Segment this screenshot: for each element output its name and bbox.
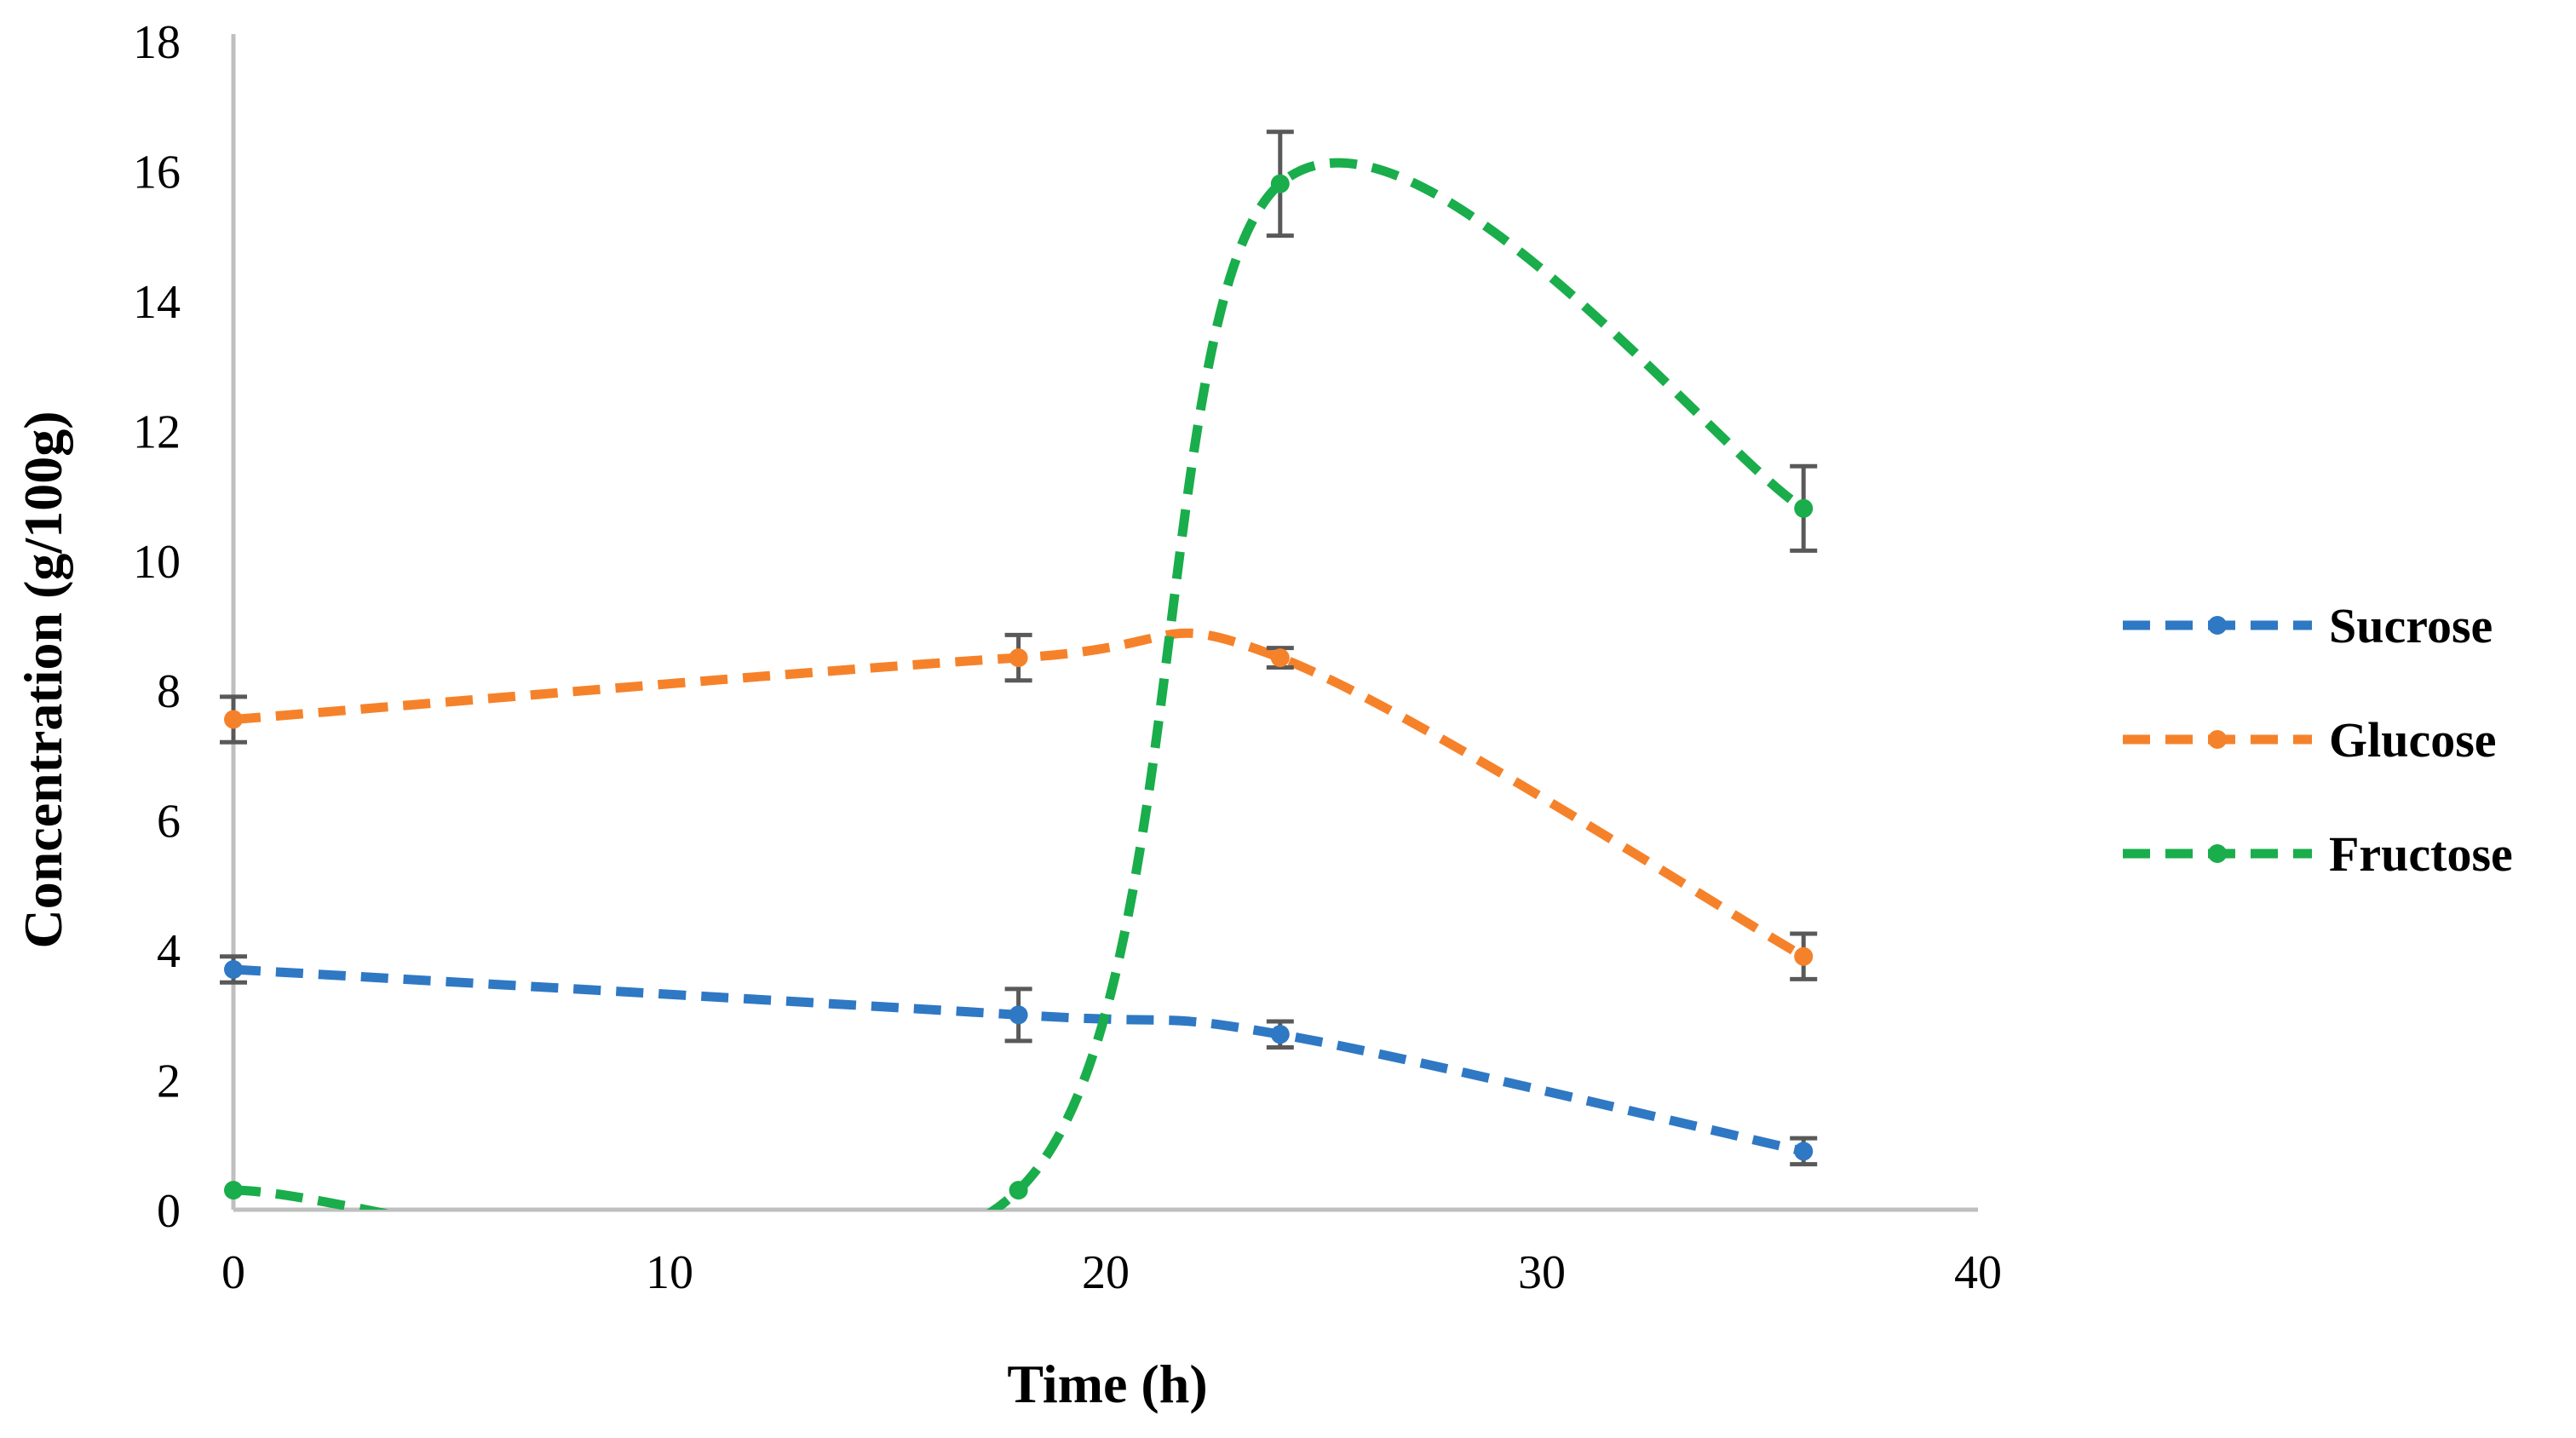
y-tick-label: 12 bbox=[133, 406, 181, 458]
x-tick-label: 0 bbox=[221, 1246, 245, 1299]
legend-label-glucose: Glucose bbox=[2329, 712, 2497, 768]
sucrose-point bbox=[1794, 1142, 1814, 1161]
y-tick-label: 4 bbox=[157, 925, 181, 978]
fructose-line bbox=[233, 158, 1807, 1210]
legend-item-sucrose: Sucrose bbox=[2123, 598, 2493, 653]
legend-label-sucrose: Sucrose bbox=[2329, 598, 2493, 653]
x-axis-title: Time (h) bbox=[1007, 1354, 1207, 1414]
fructose-point bbox=[1270, 174, 1290, 193]
y-tick-label: 2 bbox=[157, 1055, 181, 1108]
glucose-point bbox=[224, 710, 243, 729]
legend-item-glucose: Glucose bbox=[2123, 712, 2497, 768]
x-tick-label: 40 bbox=[1954, 1246, 2002, 1299]
sucrose-point bbox=[1270, 1025, 1290, 1044]
y-tick-label: 10 bbox=[133, 536, 181, 589]
y-tick-label: 16 bbox=[133, 146, 181, 198]
fructose-point bbox=[1009, 1181, 1028, 1200]
legend-swatch-marker bbox=[2208, 616, 2227, 635]
x-tick-label: 30 bbox=[1518, 1246, 1566, 1299]
glucose-line bbox=[233, 628, 1806, 961]
glucose-point bbox=[1270, 648, 1290, 668]
y-tick-label: 18 bbox=[133, 16, 181, 69]
y-axis-title: Concentration (g/100g) bbox=[13, 411, 73, 948]
data-markers bbox=[224, 174, 1814, 1200]
y-tick-label: 0 bbox=[157, 1185, 181, 1238]
tick-labels: 0 2 4 6 8 10 12 14 16 18 0 10 20 30 40 bbox=[133, 16, 2002, 1299]
sucrose-line bbox=[233, 964, 1805, 1156]
y-tick-label: 8 bbox=[157, 665, 181, 718]
legend: Sucrose Glucose Fructose bbox=[2123, 598, 2513, 882]
sucrose-point bbox=[224, 959, 243, 979]
glucose-point bbox=[1009, 648, 1028, 668]
x-tick-label: 20 bbox=[1082, 1246, 1130, 1299]
legend-item-fructose: Fructose bbox=[2123, 826, 2513, 882]
fructose-point bbox=[1794, 498, 1814, 518]
legend-swatch-marker bbox=[2208, 730, 2227, 749]
legend-label-fructose: Fructose bbox=[2329, 826, 2513, 882]
sucrose-point bbox=[1009, 1005, 1028, 1025]
legend-swatch-marker bbox=[2208, 844, 2227, 863]
y-tick-label: 14 bbox=[133, 276, 181, 329]
fructose-point bbox=[224, 1181, 243, 1200]
series-layer bbox=[233, 158, 1807, 1210]
glucose-point bbox=[1794, 946, 1814, 966]
axes bbox=[231, 34, 1978, 1212]
y-tick-label: 6 bbox=[157, 796, 181, 848]
x-tick-label: 10 bbox=[646, 1246, 693, 1299]
